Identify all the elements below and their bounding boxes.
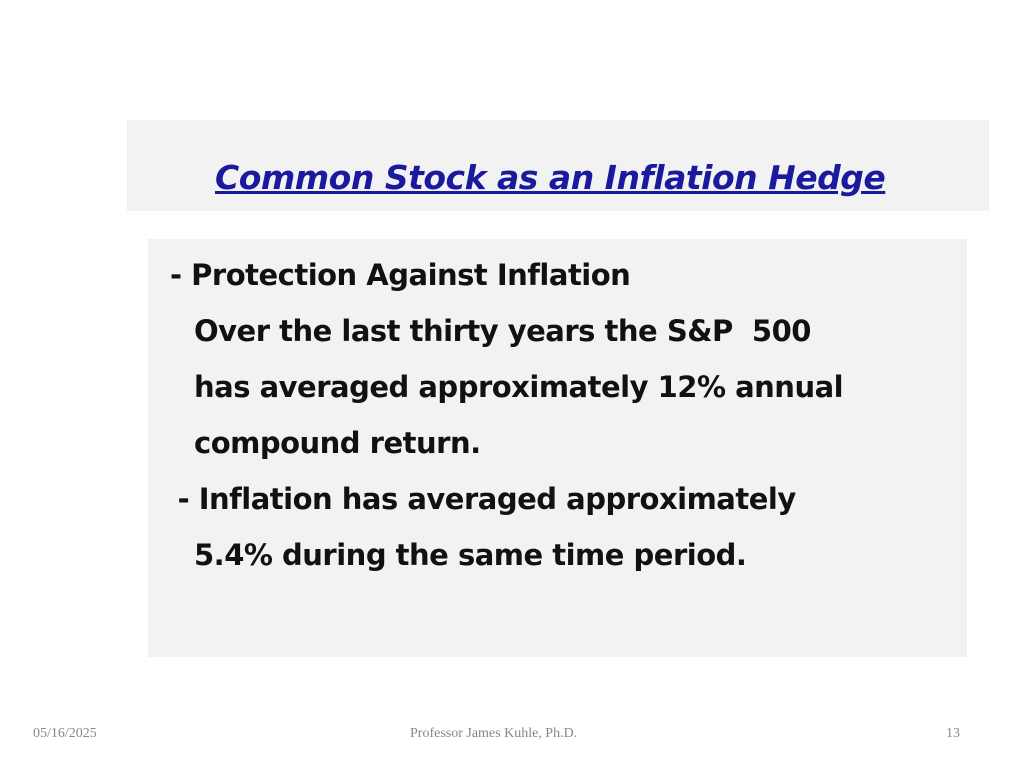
body-line: - Protection Against Inflation	[170, 258, 631, 292]
footer-date: 05/16/2025	[33, 726, 97, 741]
footer-page: 13	[946, 726, 960, 741]
body-line: has averaged approximately 12% annual	[194, 370, 844, 404]
slide-title: Common Stock as an Inflation Hedge	[215, 158, 886, 197]
footer-author: Professor James Kuhle, Ph.D.	[410, 726, 578, 741]
body-line: - Inflation has averaged approximately	[168, 482, 797, 516]
body-line: 5.4% during the same time period.	[194, 538, 747, 572]
body-box	[148, 239, 967, 657]
title-box	[127, 120, 989, 211]
body-line: compound return.	[194, 426, 481, 460]
body-line: Over the last thirty years the S&P 500	[194, 314, 811, 348]
